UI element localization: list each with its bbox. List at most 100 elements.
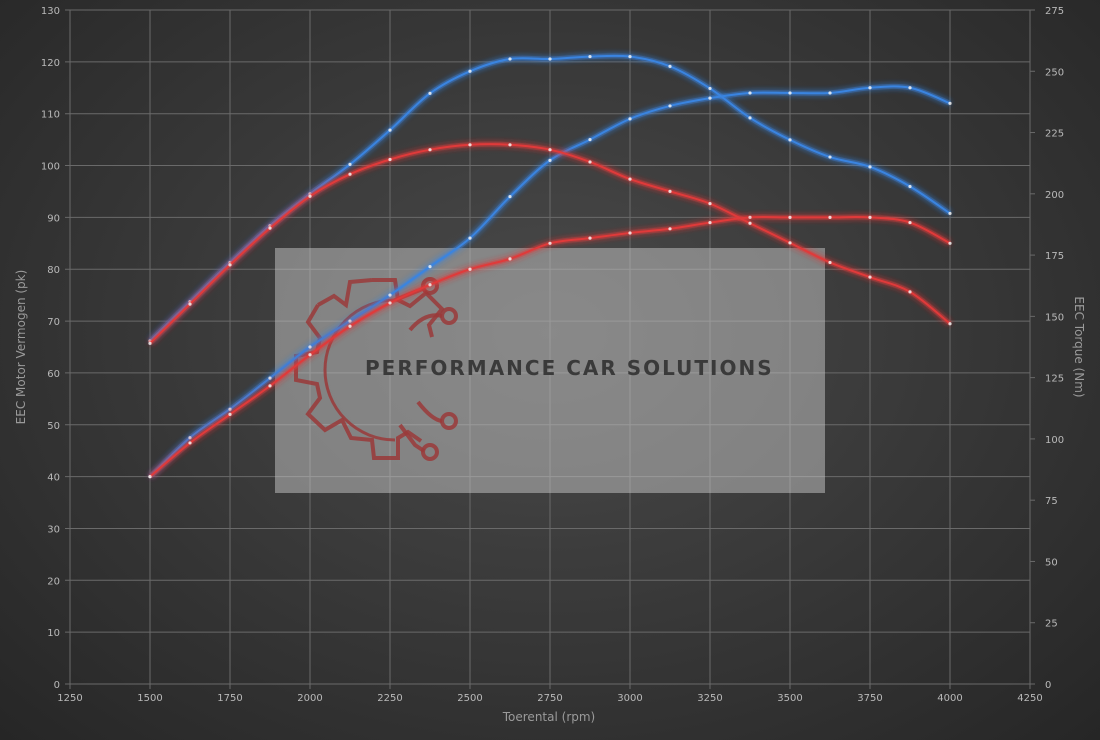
axes: 1250 1500 1750 2000 2250 2500 2750 3000 3250 3500… <box>41 6 1064 704</box>
x-tick-label: 3500 <box>777 693 802 704</box>
series-point <box>228 412 232 416</box>
series-point <box>388 128 392 132</box>
series-point <box>588 236 592 240</box>
series-point <box>788 138 792 142</box>
series-point <box>748 91 752 95</box>
watermark-box <box>275 248 825 493</box>
y-right-tick-label: 25 <box>1045 619 1058 630</box>
y-right-tick-label: 200 <box>1045 190 1064 201</box>
series-point <box>628 177 632 181</box>
series-point <box>948 322 952 326</box>
series-point <box>948 101 952 105</box>
x-tick-label: 3750 <box>857 693 882 704</box>
series-point <box>668 227 672 231</box>
series-point <box>908 290 912 294</box>
series-point <box>828 91 832 95</box>
series-point <box>308 353 312 357</box>
series-point <box>548 158 552 162</box>
y-axis-left-title: EEC Motor Vermogen (pk) <box>14 270 28 425</box>
series-point <box>228 263 232 267</box>
series-point <box>748 116 752 120</box>
x-tick-label: 4250 <box>1017 693 1042 704</box>
series-point <box>548 241 552 245</box>
series-point <box>508 143 512 147</box>
series-point <box>468 143 472 147</box>
y-left-tick-label: 80 <box>47 265 60 276</box>
series-point <box>508 257 512 261</box>
series-point <box>788 215 792 219</box>
y-left-tick-label: 60 <box>47 369 60 380</box>
y-right-tick-label: 50 <box>1045 557 1058 568</box>
series-point <box>668 104 672 108</box>
series-point <box>388 301 392 305</box>
series-point <box>348 172 352 176</box>
x-tick-label: 2000 <box>297 693 322 704</box>
series-point <box>468 236 472 240</box>
x-tick-label: 1250 <box>57 693 82 704</box>
x-tick-label: 2250 <box>377 693 402 704</box>
series-point <box>708 202 712 206</box>
y-right-tick-label: 175 <box>1045 251 1064 262</box>
series-point <box>148 341 152 345</box>
series-point <box>788 91 792 95</box>
y-right-tick-label: 275 <box>1045 6 1064 17</box>
y-left-tick-label: 40 <box>47 473 60 484</box>
y-left-tick-label: 90 <box>47 213 60 224</box>
series-point <box>308 194 312 198</box>
y-left-tick-label: 100 <box>41 162 60 173</box>
y-right-tick-label: 225 <box>1045 129 1064 140</box>
series-point <box>588 160 592 164</box>
series-point <box>188 441 192 445</box>
series-point <box>188 436 192 440</box>
series-point <box>748 215 752 219</box>
x-axis-title: Toerental (rpm) <box>502 710 595 724</box>
y-left-tick-label: 70 <box>47 317 60 328</box>
y-left-tick-label: 10 <box>47 628 60 639</box>
series-point <box>388 293 392 297</box>
series-point <box>548 57 552 61</box>
series-point <box>308 345 312 349</box>
y-left-tick-label: 120 <box>41 58 60 69</box>
x-tick-label: 2500 <box>457 693 482 704</box>
series-point <box>948 241 952 245</box>
series-point <box>628 54 632 59</box>
series-point <box>588 54 592 59</box>
series-point <box>868 165 872 169</box>
y-right-tick-label: 75 <box>1045 496 1058 507</box>
y-left-tick-label: 20 <box>47 576 60 587</box>
series-point <box>348 162 352 167</box>
series-point <box>828 260 832 265</box>
series-point <box>348 319 352 323</box>
series-point <box>548 148 552 152</box>
series-point <box>188 302 192 306</box>
series-point <box>668 64 672 68</box>
series-layer <box>148 53 952 479</box>
series-point <box>628 117 632 121</box>
series-point <box>508 195 512 199</box>
series-point <box>748 221 752 225</box>
series-point <box>508 57 512 61</box>
y-right-tick-label: 150 <box>1045 312 1064 323</box>
series-point <box>788 241 792 245</box>
series-point <box>868 215 872 219</box>
y-right-tick-label: 250 <box>1045 67 1064 78</box>
series-point <box>868 275 872 279</box>
series-point <box>868 86 872 90</box>
series-point <box>468 69 472 73</box>
series-point <box>348 324 352 328</box>
series-point <box>708 86 712 91</box>
series-point <box>428 265 432 269</box>
series-point <box>228 407 232 411</box>
y-right-tick-label: 125 <box>1045 374 1064 385</box>
y-left-tick-label: 30 <box>47 524 60 535</box>
x-tick-label: 4000 <box>937 693 962 704</box>
series-point <box>428 283 432 287</box>
series-point <box>268 376 272 380</box>
y-right-tick-label: 100 <box>1045 435 1064 446</box>
series-point <box>908 184 912 189</box>
series-point <box>428 91 432 95</box>
watermark: PERFORMANCE CAR SOLUTIONS <box>275 248 825 493</box>
y-left-tick-label: 0 <box>54 680 60 691</box>
x-tick-label: 1750 <box>217 693 242 704</box>
